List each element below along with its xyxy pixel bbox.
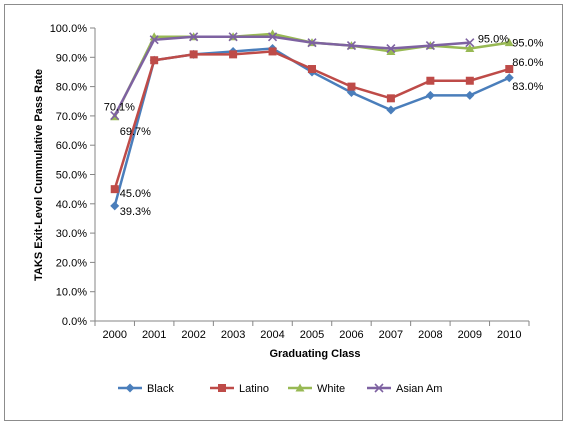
y-axis-title: TAKS Exit-Level Cummulative Pass Rate xyxy=(33,69,45,281)
data-point-latino xyxy=(229,50,238,59)
data-point-white xyxy=(465,44,475,53)
chart-frame: 0.0% 10.0% 20.0% 30.0% 40.0% 50.0% 60.0% 70.0% 8… xyxy=(4,4,563,421)
data-point-asian-am xyxy=(465,38,475,48)
data-point-asian-am xyxy=(307,38,317,48)
data-point-latino xyxy=(465,76,474,85)
x-tick-label: 2002 xyxy=(181,329,205,341)
x-tick-label: 2005 xyxy=(300,329,324,341)
data-point-latino xyxy=(505,65,514,74)
legend-label: Latino xyxy=(239,383,269,395)
data-label: 45.0% xyxy=(120,188,151,200)
legend-swatch-marker xyxy=(295,383,305,392)
legend: Black Latino White Asian Am xyxy=(118,383,442,395)
x-tick-label: 2001 xyxy=(142,329,166,341)
data-point-latino xyxy=(110,185,119,194)
data-point-latino xyxy=(150,56,159,65)
data-point-asian-am xyxy=(267,32,278,42)
x-tick-label: 2007 xyxy=(379,329,403,341)
legend-label: White xyxy=(317,383,345,395)
series-latino xyxy=(110,47,514,194)
x-tick-label: 2003 xyxy=(221,329,245,341)
data-labels: 39.3% 83.0% 45.0% 86.0% 69.7% 95.0% 70.1% 95.0% xyxy=(104,34,544,218)
y-tick-label: 0.0% xyxy=(62,316,87,328)
x-tick-label: 2008 xyxy=(418,329,442,341)
y-tick-label: 70.0% xyxy=(56,111,87,123)
data-label: 70.1% xyxy=(104,102,135,114)
data-point-asian-am xyxy=(110,111,120,121)
data-label: 95.0% xyxy=(478,34,509,46)
legend-item-latino: Latino xyxy=(210,383,269,395)
y-tick-label: 10.0% xyxy=(56,287,87,299)
legend-item-white: White xyxy=(288,383,345,395)
data-point-asian-am xyxy=(228,32,238,42)
y-tick-label: 60.0% xyxy=(56,140,87,152)
data-point-white xyxy=(386,46,396,55)
legend-swatch-marker xyxy=(374,383,384,393)
data-point-black xyxy=(465,90,475,100)
axes: 0.0% 10.0% 20.0% 30.0% 40.0% 50.0% 60.0% 70.0% 8… xyxy=(50,23,530,341)
data-label: 69.7% xyxy=(120,126,151,138)
y-tick-label: 100.0% xyxy=(50,23,88,35)
line-chart: 0.0% 10.0% 20.0% 30.0% 40.0% 50.0% 60.0% 70.0% 8… xyxy=(33,23,544,395)
series-line-asian-am xyxy=(113,35,470,117)
data-point-latino xyxy=(189,50,198,59)
data-point-latino xyxy=(268,47,277,56)
legend-label: Black xyxy=(147,383,174,395)
data-point-asian-am xyxy=(386,43,396,54)
y-tick-label: 50.0% xyxy=(56,170,87,182)
data-point-latino xyxy=(426,76,435,85)
data-point-asian-am xyxy=(149,35,159,45)
legend-label: Asian Am xyxy=(396,383,442,395)
data-point-asian-am xyxy=(346,41,357,51)
x-tick-label: 2000 xyxy=(102,329,126,341)
data-label: 95.0% xyxy=(512,38,543,50)
y-tick-label: 80.0% xyxy=(56,82,87,94)
legend-swatch-marker xyxy=(218,384,226,392)
data-label: 39.3% xyxy=(120,206,151,218)
data-point-latino xyxy=(386,94,395,103)
y-tick-label: 40.0% xyxy=(56,199,87,211)
series-asian-am xyxy=(110,32,475,121)
data-point-black xyxy=(386,105,396,115)
x-tick-label: 2006 xyxy=(339,329,363,341)
legend-item-asian-am: Asian Am xyxy=(367,383,442,395)
data-label: 86.0% xyxy=(512,57,543,69)
y-tick-label: 20.0% xyxy=(56,257,87,269)
x-tick-label: 2010 xyxy=(497,329,521,341)
data-point-white xyxy=(504,38,514,47)
x-tick-label: 2004 xyxy=(260,329,284,341)
x-axis-title: Graduating Class xyxy=(269,348,360,360)
data-point-black xyxy=(110,201,120,211)
x-tick-label: 2009 xyxy=(458,329,482,341)
y-tick-label: 30.0% xyxy=(56,228,87,240)
legend-swatch-marker xyxy=(125,383,135,393)
data-point-latino xyxy=(308,65,316,74)
series-layer xyxy=(110,29,514,211)
legend-item-black: Black xyxy=(118,383,174,395)
data-point-asian-am xyxy=(189,32,199,42)
data-point-black xyxy=(504,73,514,83)
data-label: 83.0% xyxy=(512,81,543,93)
y-tick-label: 90.0% xyxy=(56,52,87,64)
data-point-black xyxy=(425,90,435,100)
data-point-asian-am xyxy=(425,41,435,51)
data-point-latino xyxy=(347,82,356,91)
